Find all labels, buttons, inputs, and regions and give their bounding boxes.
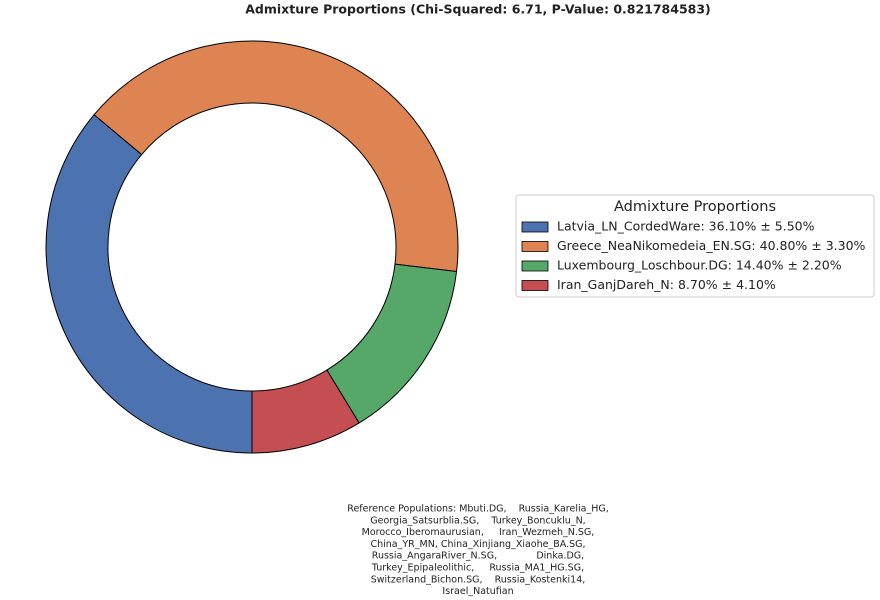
- footnote-line: Morocco_Iberomaurusian, Iran_Wezmeh_N.SG…: [362, 527, 595, 538]
- footnote-line: Russia_AngaraRiver_N.SG, Dinka.DG,: [372, 551, 584, 562]
- legend-swatch: [521, 280, 549, 291]
- legend-label: Latvia_LN_CordedWare: 36.10% ± 5.50%: [557, 219, 815, 234]
- footnote-line: China_YR_MN, China_Xinjiang_Xiaohe_BA.SG…: [370, 539, 585, 550]
- legend-label: Luxembourg_Loschbour.DG: 14.40% ± 2.20%: [557, 258, 842, 273]
- legend-swatch: [521, 221, 549, 233]
- legend-label: Iran_GanjDareh_N: 8.70% ± 4.10%: [557, 277, 776, 292]
- footnote-line: Georgia_Satsurblia.SG, Turkey_Boncuklu_N…: [370, 515, 585, 526]
- donut-segment: [93, 40, 459, 273]
- footnote-line: Turkey_Epipaleolithic, Russia_MA1_HG.SG,: [371, 563, 584, 574]
- donut-segment: [251, 369, 360, 454]
- legend-label: Greece_NeaNikomedeia_EN.SG: 40.80% ± 3.3…: [557, 238, 866, 253]
- chart-title: Admixture Proportions (Chi-Squared: 6.71…: [245, 2, 711, 17]
- footnote-line: Switzerland_Bichon.SG, Russia_Kostenki14…: [371, 574, 586, 585]
- legend-title: Admixture Proportions: [614, 199, 776, 215]
- legend-box: [515, 194, 875, 298]
- legend-swatch: [521, 241, 549, 252]
- legend-swatch: [521, 260, 549, 272]
- footnote-line: Reference Populations: Mbuti.DG, Russia_…: [347, 504, 608, 515]
- donut-segment: [45, 113, 253, 454]
- footnote-line: Israel_Natufian: [442, 586, 513, 597]
- donut-segment: [326, 263, 458, 424]
